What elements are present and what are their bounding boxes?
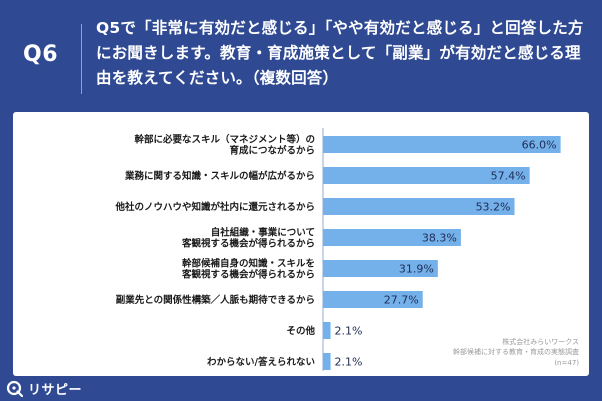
category-label-6: その他 <box>286 325 315 337</box>
value-label-6: 2.1% <box>335 325 363 338</box>
value-label-3: 38.3% <box>422 232 457 245</box>
source-survey: 幹部候補に対する教育・育成の実態調査 <box>453 348 579 356</box>
question-number: Q6 <box>23 42 59 67</box>
source-sample: (n=47) <box>554 359 579 367</box>
category-label-1: 業務に関する知識・スキルの幅が広がるから <box>124 170 315 182</box>
header-divider <box>81 24 82 94</box>
bar-4 <box>323 260 438 277</box>
logo-text: リサピー <box>28 383 83 398</box>
chart-panel: 66.0% 幹部に必要なスキル（マネジメント等）の育成につながるから 57.4% 業務… <box>13 112 589 376</box>
lisapy-logo-icon <box>6 380 24 397</box>
category-label-4: 幹部候補自身の知識・スキルを客観視する機会が得られるから <box>181 258 315 281</box>
bar-2 <box>323 198 515 215</box>
bar-6 <box>323 322 331 339</box>
category-label-0: 幹部に必要なスキル（マネジメント等）の育成につながるから <box>134 134 315 157</box>
bar-chart: 66.0% 幹部に必要なスキル（マネジメント等）の育成につながるから 57.4% 業務… <box>114 128 561 371</box>
header: Q6 Q5で「非常に有効だと感じる」「やや有効だと感じる」と回答した方にお聞きし… <box>0 0 602 108</box>
value-label-1: 57.4% <box>491 170 526 183</box>
bar-7 <box>323 353 331 370</box>
category-label-3: 自社組織・事業について客観視する機会が得られるから <box>181 227 315 250</box>
bar-5 <box>323 291 423 308</box>
category-label-2: 他社のノウハウや知識が社内に還元されるから <box>114 201 315 213</box>
question-text: Q5で「非常に有効だと感じる」「やや有効だと感じる」と回答した方にお聞きします。… <box>96 19 584 87</box>
value-label-7: 2.1% <box>335 356 363 369</box>
bar-1 <box>323 167 530 184</box>
category-label-7: わからない/答えられない <box>207 356 315 368</box>
source-company: 株式会社みらいワークス <box>502 338 579 346</box>
category-label-5: 副業先との関係性構築／人脈も期待できるから <box>116 294 315 306</box>
value-label-2: 53.2% <box>476 201 511 214</box>
value-label-5: 27.7% <box>384 294 419 307</box>
value-label-0: 66.0% <box>522 139 557 152</box>
bar-0 <box>323 136 561 153</box>
footer: リサピー <box>0 376 602 401</box>
value-label-4: 31.9% <box>399 263 434 276</box>
bar-3 <box>323 229 461 246</box>
brand-logo: リサピー <box>6 379 82 398</box>
